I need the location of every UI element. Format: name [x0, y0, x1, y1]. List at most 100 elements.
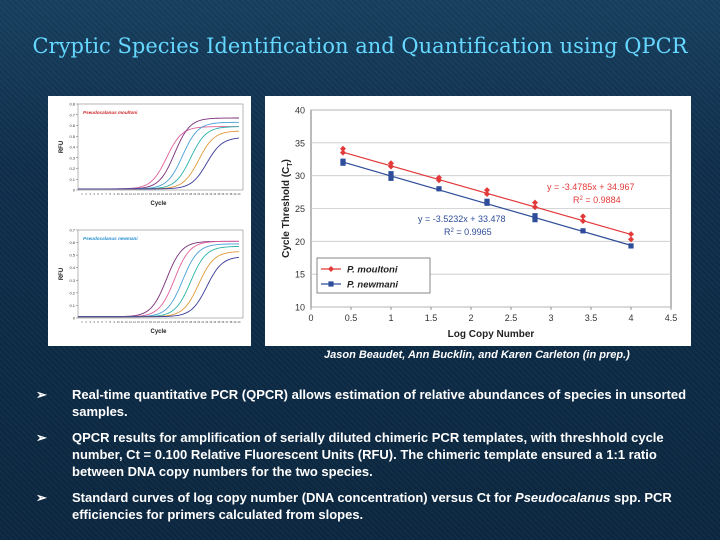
- x-tick-label: 29: [193, 192, 196, 196]
- x-tick-label: 12: [125, 192, 128, 196]
- legend-box: [316, 257, 431, 294]
- x-tick-label: 9: [113, 192, 115, 196]
- arrow-bullet-icon: ➢: [36, 430, 47, 445]
- amplification-curve: [78, 256, 240, 318]
- x-tick-label: 4.5: [665, 313, 678, 323]
- x-tick-label: 1: [81, 320, 83, 324]
- data-point-diamond: [388, 163, 394, 170]
- y-tick-label: 30: [295, 171, 305, 181]
- x-tick-label: 39: [234, 192, 237, 196]
- legend-label: P. newmani: [347, 280, 398, 291]
- x-tick-label: 2: [85, 192, 87, 196]
- x-tick-label: 31: [201, 192, 204, 196]
- arrow-bullet-icon: ➢: [36, 387, 47, 402]
- y-tick-label: 20: [295, 237, 305, 247]
- y-tick-label: 0.6: [69, 240, 75, 245]
- x-tick-label: 22: [165, 320, 168, 324]
- x-tick-label: 22: [165, 192, 168, 196]
- y-tick-label: 0.7: [69, 228, 75, 233]
- x-tick-label: 32: [205, 192, 208, 196]
- data-point-diamond: [580, 213, 586, 220]
- x-tick-label: 14: [133, 192, 136, 196]
- bullet-text: Real-time quantitative PCR (QPCR) allows…: [72, 387, 687, 419]
- x-tick-label: 16: [141, 320, 144, 324]
- data-point-square: [436, 186, 442, 192]
- data-point-square: [388, 171, 394, 177]
- x-tick-label: 36: [221, 320, 224, 324]
- standard-curve-panel: 10 15 20 25 30 35 40 0 0.5 1 1.5 2 2.5 3 3.5 4 4.5 y = -3…: [265, 96, 691, 346]
- y-tick-label: 0.7: [69, 112, 75, 117]
- x-tick-label: 7: [105, 320, 107, 324]
- x-tick-label: 3: [548, 313, 553, 323]
- credit-line: Jason Beaudet, Ann Bucklin, and Karen Ca…: [324, 349, 630, 361]
- y-tick-label: 0.5: [69, 134, 75, 139]
- y-tick-label: 0.2: [69, 166, 75, 171]
- x-tick-label: 2.5: [505, 313, 518, 323]
- data-point-square: [484, 200, 490, 206]
- amplification-curve: [78, 137, 240, 190]
- bullet-list: ➢ Real-time quantitative PCR (QPCR) allow…: [36, 386, 696, 532]
- x-tick-label: 2: [468, 313, 473, 323]
- x-tick-label: 3.5: [585, 313, 598, 323]
- x-tick-label: 4: [93, 192, 95, 196]
- y-tick-label: 10: [295, 303, 305, 313]
- x-tick-label: 40: [238, 192, 241, 196]
- x-tick-label: 18: [149, 320, 152, 324]
- x-tick-label: 28: [189, 320, 192, 324]
- x-tick-label: 36: [221, 192, 224, 196]
- data-point-diamond: [484, 191, 490, 198]
- y-axis-label: RFU: [59, 141, 65, 153]
- r-squared-label: R2 = 0.9884: [573, 195, 621, 205]
- x-tick-label: 32: [205, 320, 208, 324]
- x-tick-label: 23: [169, 192, 172, 196]
- y-tick-label: 0.5: [69, 253, 75, 258]
- y-tick-label: 0.3: [69, 278, 75, 283]
- x-tick-label: 11: [121, 192, 124, 196]
- y-tick-label: 0.8: [69, 102, 75, 107]
- x-tick-label: 15: [137, 192, 140, 196]
- x-tick-label: 1: [81, 192, 83, 196]
- x-tick-label: 13: [129, 320, 132, 324]
- x-tick-label: 37: [225, 192, 228, 196]
- y-tick-label: 15: [295, 270, 305, 280]
- x-tick-label: 8: [109, 320, 111, 324]
- x-tick-label: 0.5: [345, 313, 358, 323]
- x-tick-label: 0: [308, 313, 313, 323]
- y-tick-label: 0.3: [69, 155, 75, 160]
- x-tick-label: 40: [238, 320, 241, 324]
- x-tick-label: 21: [161, 320, 164, 324]
- data-point-square: [628, 243, 634, 249]
- x-tick-label: 17: [145, 320, 148, 324]
- y-tick-label: 0: [73, 316, 76, 321]
- slide-title: Cryptic Species Identification and Quant…: [32, 34, 688, 58]
- data-point-diamond: [436, 177, 442, 184]
- x-tick-label: 17: [145, 192, 148, 196]
- data-point-diamond: [580, 217, 586, 224]
- x-tick-label: 16: [141, 192, 144, 196]
- y-tick-label: 0.1: [69, 177, 75, 182]
- x-tick-label: 30: [197, 320, 200, 324]
- x-tick-label: 13: [129, 192, 132, 196]
- x-tick-label: 19: [153, 192, 156, 196]
- x-tick-label: 3: [89, 320, 91, 324]
- x-tick-label: 29: [193, 320, 196, 324]
- x-tick-label: 33: [209, 192, 212, 196]
- y-axis-label: Cycle Threshold (CT): [281, 159, 294, 258]
- x-tick-label: 25: [177, 320, 180, 324]
- y-tick-label: 25: [295, 204, 305, 214]
- x-tick-label: 34: [213, 320, 216, 324]
- bullet-item: ➢ Standard curves of log copy number (DNA…: [36, 489, 696, 523]
- amplification-curves-svg: 0.80.70.60.50.40.30.20.101 2 3 4 5 6 7 8 9 10 11 12…: [59, 102, 244, 335]
- standard-curve-svg: 10 15 20 25 30 35 40 0 0.5 1 1.5 2 2.5 3 3.5 4 4.5 y = -3…: [281, 106, 678, 341]
- x-tick-label: 33: [209, 320, 212, 324]
- x-tick-label: 6: [101, 192, 103, 196]
- x-tick-label: 2: [85, 320, 87, 324]
- y-tick-label: 0.4: [69, 145, 75, 150]
- y-tick-label: 0.1: [69, 303, 75, 308]
- x-tick-label: 12: [125, 320, 128, 324]
- data-point-square: [388, 175, 394, 181]
- x-tick-label: 3: [89, 192, 91, 196]
- data-point-diamond: [532, 204, 538, 211]
- trendline-equation: y = -3.4785x + 34.967: [547, 182, 635, 192]
- amplification-plot-2: 0.70.60.50.40.30.20.101 2 3 4 5 6 7 8 9 10 11 12 13 1…: [59, 228, 244, 335]
